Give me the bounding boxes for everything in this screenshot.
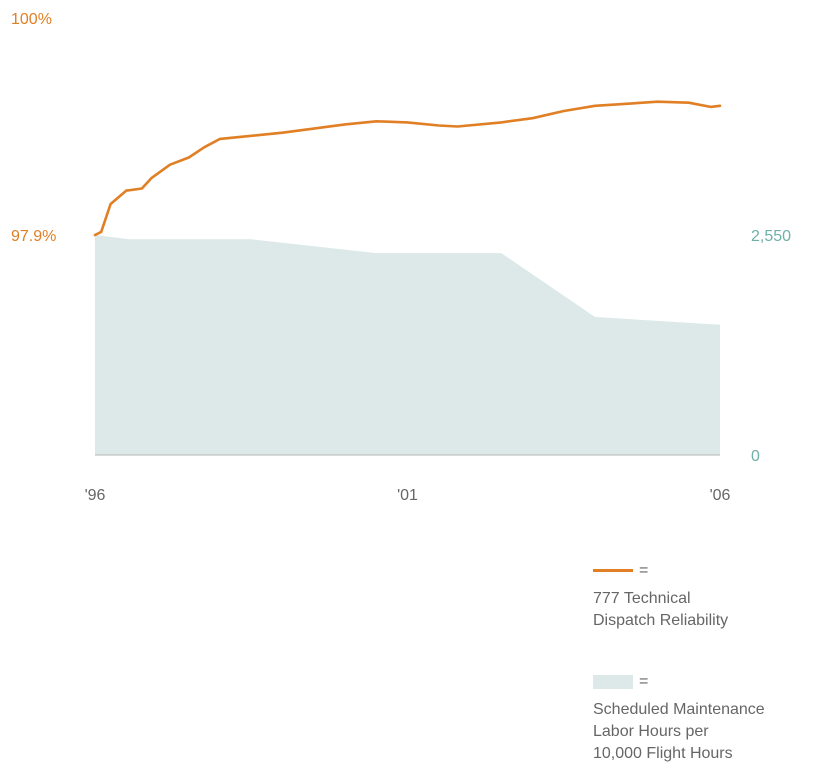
legend-area-swatch [593, 674, 633, 689]
labor-hours-area [95, 235, 720, 455]
legend-labor-line3: 10,000 Flight Hours [593, 745, 733, 762]
y-left-tick-label: 97.9% [11, 228, 56, 245]
y-right-tick-label: 2,550 [751, 228, 791, 245]
x-tick-label: '06 [710, 487, 731, 504]
reliability-line [93, 100, 722, 237]
legend-labor-line1: Scheduled Maintenance [593, 701, 765, 718]
legend-labor-line2: Labor Hours per [593, 723, 709, 740]
reliability-layer [93, 100, 722, 237]
x-tick-label: '01 [397, 487, 418, 504]
tick-label-layer: '96 '01 '06 97.9% 100% 0 2,550 [11, 11, 791, 504]
legend-reliability-line2: Dispatch Reliability [593, 612, 729, 629]
legend-reliability: = 777 Technical Dispatch Reliability [593, 560, 728, 632]
x-tick-label: '96 [85, 487, 106, 504]
legend-line-swatch [593, 569, 633, 573]
legend-labor: = Scheduled Maintenance Labor Hours per … [593, 671, 765, 765]
labor-hours-layer [95, 235, 720, 455]
y-left-tick-label: 100% [11, 11, 52, 28]
legend-reliability-line1: 777 Technical [593, 590, 691, 607]
legend-equals: = [639, 562, 649, 579]
legend-equals: = [639, 673, 649, 690]
y-right-tick-label: 0 [751, 448, 760, 465]
